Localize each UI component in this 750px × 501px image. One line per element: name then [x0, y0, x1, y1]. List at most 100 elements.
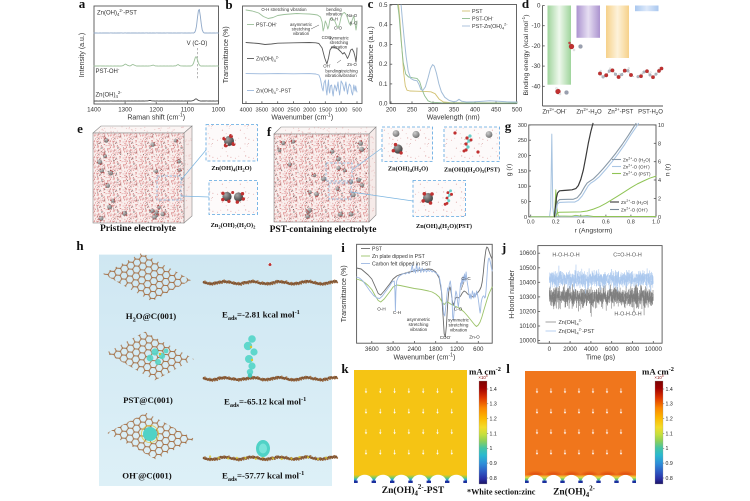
svg-text:200: 200: [518, 154, 527, 160]
svg-text:C-O: C-O: [334, 26, 343, 31]
svg-text:symmetric: symmetric: [329, 36, 349, 41]
svg-text:0.9: 0.9: [666, 461, 673, 467]
svg-text:1.2: 1.2: [666, 416, 673, 422]
svg-text:H-O-H-O-H: H-O-H-O-H: [614, 312, 641, 318]
svg-text:1: 1: [490, 446, 493, 452]
svg-text:asymmetric: asymmetric: [407, 317, 431, 322]
svg-text:2400: 2400: [408, 346, 422, 353]
svg-text:PST-OH-: PST-OH-: [472, 14, 494, 22]
svg-text:g (r): g (r): [506, 164, 513, 176]
svg-text:PST-containing electrolyte: PST-containing electrolyte: [270, 225, 377, 235]
svg-text:10: 10: [658, 123, 664, 129]
svg-text:0.0: 0.0: [527, 220, 535, 226]
svg-text:C-O: C-O: [454, 307, 463, 312]
svg-text:Eads=-57.77 kcal mol-1: Eads=-57.77 kcal mol-1: [222, 470, 304, 483]
svg-text:10100: 10100: [519, 324, 536, 330]
svg-text:450: 450: [491, 107, 502, 114]
svg-text:Zn2+-O (OH-): Zn2+-O (OH-): [621, 206, 648, 212]
svg-text:Intensity (a.u.): Intensity (a.u.): [79, 33, 86, 77]
svg-text:H2O@C(001): H2O@C(001): [126, 311, 177, 323]
svg-text:Raman shift (cm-1): Raman shift (cm-1): [127, 113, 185, 122]
svg-text:Na-O: Na-O: [347, 13, 358, 18]
svg-text:6000: 6000: [605, 346, 619, 353]
svg-text:300: 300: [518, 123, 527, 129]
svg-text:1.1: 1.1: [666, 431, 673, 437]
svg-text:PST-H2O: PST-H2O: [638, 110, 663, 117]
svg-text:Transmittance (%): Transmittance (%): [223, 26, 230, 83]
svg-text:1100: 1100: [181, 107, 195, 114]
svg-text:250: 250: [407, 107, 418, 114]
svg-text:C=C: C=C: [461, 276, 471, 281]
svg-text:bending: bending: [325, 69, 341, 74]
svg-text:3600: 3600: [365, 346, 379, 353]
svg-text:100: 100: [518, 184, 527, 190]
svg-text:4000: 4000: [584, 346, 598, 353]
svg-text:K-O: K-O: [350, 21, 358, 26]
svg-text:0.3: 0.3: [379, 41, 388, 48]
svg-text:10200: 10200: [519, 309, 536, 315]
svg-text:Zn(OH)42-: Zn(OH)42-: [559, 318, 583, 327]
svg-text:PST: PST: [472, 9, 483, 15]
svg-text:r (Angstorm): r (Angstorm): [575, 228, 613, 235]
svg-text:vibration: vibration: [450, 328, 468, 333]
svg-text:4000: 4000: [240, 108, 253, 114]
svg-text:Time (ps): Time (ps): [586, 355, 615, 362]
svg-text:1.2: 1.2: [490, 416, 497, 422]
svg-text:vibration: vibration: [293, 31, 310, 36]
svg-text:Pristine electrolyte: Pristine electrolyte: [100, 224, 176, 234]
svg-text:Transmittance (%): Transmittance (%): [341, 265, 348, 322]
svg-text:Wavenumber (cm-1): Wavenumber (cm-1): [271, 113, 333, 122]
svg-text:Zn(OH)4(H2O): Zn(OH)4(H2O): [388, 166, 428, 174]
svg-text:O-H stretching vibration: O-H stretching vibration: [261, 7, 307, 12]
svg-text:Zn2+-PST: Zn2+-PST: [608, 107, 634, 116]
svg-text:PST@C(001): PST@C(001): [123, 395, 173, 405]
svg-text:COO-: COO-: [322, 34, 333, 40]
svg-text:vibration: vibration: [331, 45, 348, 50]
svg-text:200: 200: [386, 107, 397, 114]
svg-text:Eads=-2.81 kcal mol-1: Eads=-2.81 kcal mol-1: [222, 309, 300, 322]
svg-text:Zn(OH)42--PST: Zn(OH)42--PST: [382, 484, 445, 498]
svg-text:0.8: 0.8: [490, 476, 497, 482]
svg-text:-30: -30: [532, 63, 542, 70]
svg-text:3500: 3500: [256, 108, 269, 114]
svg-text:2000: 2000: [303, 108, 316, 114]
svg-text:1: 1: [666, 446, 669, 452]
svg-text:0: 0: [658, 215, 661, 221]
svg-text:O-H: O-H: [377, 307, 385, 312]
svg-text:0: 0: [537, 3, 541, 10]
svg-text:stretching: stretching: [292, 27, 311, 32]
svg-text:0: 0: [548, 346, 552, 353]
svg-text:600: 600: [473, 346, 484, 353]
svg-text:1000: 1000: [212, 107, 226, 114]
svg-text:mA cm-2: mA cm-2: [642, 366, 674, 377]
svg-text:j: j: [501, 240, 506, 255]
svg-text:0.8: 0.8: [666, 476, 673, 482]
svg-text:350: 350: [449, 107, 460, 114]
svg-text:OH-@C(001): OH-@C(001): [122, 470, 171, 481]
svg-text:Eads=-65.12 kcal mol-1: Eads=-65.12 kcal mol-1: [224, 396, 306, 409]
svg-text:1.4: 1.4: [666, 387, 673, 393]
svg-text:Zn2+-OH-: Zn2+-OH-: [542, 107, 567, 116]
svg-text:C=O-H-O-H: C=O-H-O-H: [613, 253, 642, 259]
svg-text:symmetric: symmetric: [448, 318, 470, 323]
svg-text:n (r): n (r): [665, 164, 672, 176]
svg-text:H-O-H-O-H: H-O-H-O-H: [552, 253, 579, 259]
svg-text:mA cm-2: mA cm-2: [469, 366, 501, 377]
svg-text:Absorbance (a.u.): Absorbance (a.u.): [368, 26, 375, 82]
svg-text:0.9: 0.9: [490, 461, 497, 467]
svg-text:f: f: [267, 124, 272, 139]
svg-text:1400: 1400: [87, 107, 101, 114]
svg-text:c: c: [368, 0, 374, 11]
svg-text:vibration: vibration: [325, 73, 342, 78]
svg-text:Zn2+-O (H2O): Zn2+-O (H2O): [623, 156, 651, 163]
svg-text:500: 500: [512, 107, 523, 114]
svg-text:1.3: 1.3: [490, 402, 497, 408]
svg-text:Zn2+-O (PST): Zn2+-O (PST): [623, 170, 651, 176]
svg-text:3000: 3000: [386, 346, 400, 353]
svg-text:150: 150: [518, 169, 527, 175]
svg-text:4: 4: [658, 178, 661, 184]
svg-text:Carbon felt dipped in PST: Carbon felt dipped in PST: [372, 262, 432, 268]
svg-text:10000: 10000: [519, 339, 536, 345]
svg-text:Zn(OH)42--PST: Zn(OH)42--PST: [256, 87, 292, 95]
svg-text:Zn-O: Zn-O: [469, 335, 480, 340]
